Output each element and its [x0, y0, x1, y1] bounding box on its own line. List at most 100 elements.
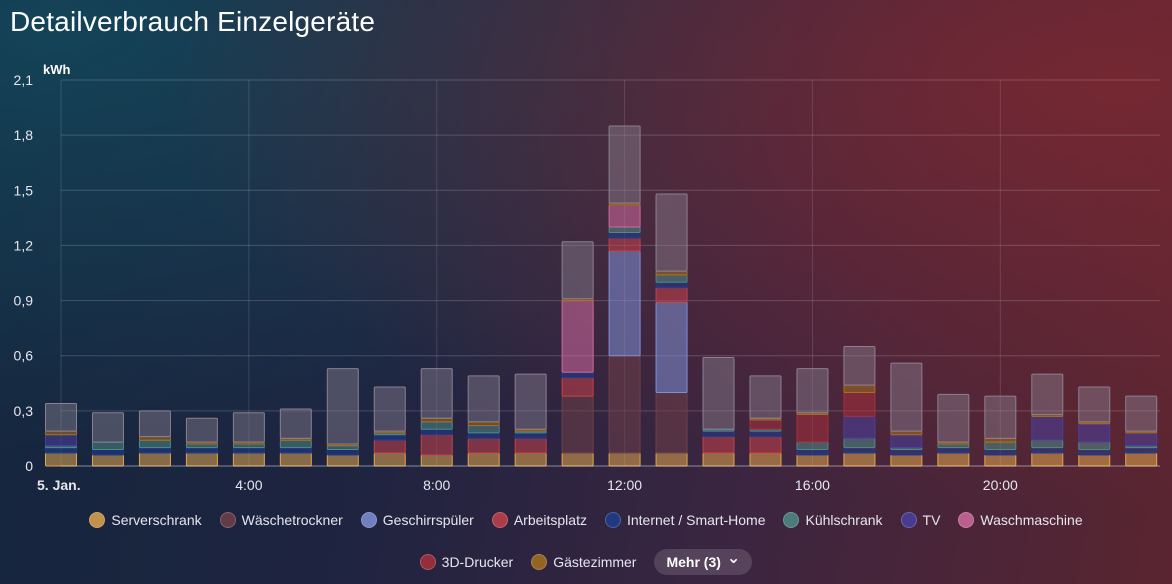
bar-segment: [796, 368, 829, 414]
bar-segment: [185, 417, 218, 443]
legend-swatch-icon: [89, 512, 106, 528]
bar-segment: [937, 452, 970, 467]
y-tick-label: 0,6: [14, 348, 34, 364]
legend-row-2: 3D-Drucker Gästezimmer Mehr (3) ⌄: [0, 549, 1172, 575]
legend-swatch-icon: [958, 512, 975, 528]
bar-segment: [185, 447, 218, 454]
bar-segment: [890, 448, 923, 456]
y-tick-label: 1,2: [14, 237, 34, 253]
legend-swatch-icon: [604, 512, 621, 528]
bar-segment: [91, 454, 124, 467]
legend-item[interactable]: Gästezimmer: [531, 554, 636, 570]
bar-segment: [514, 437, 547, 454]
more-legend-button[interactable]: Mehr (3) ⌄: [654, 549, 753, 575]
bar-segment: [937, 393, 970, 443]
bar-segment: [890, 454, 923, 467]
bar-segment: [655, 274, 688, 283]
bar-segment: [655, 391, 688, 454]
y-unit-label: kWh: [43, 62, 71, 77]
bar-segment: [749, 430, 782, 438]
bar-segment: [467, 425, 500, 434]
bar-segment: [420, 434, 453, 456]
bar-segment: [937, 447, 970, 454]
bar-segment: [796, 448, 829, 456]
bar-segment: [326, 454, 359, 467]
more-legend-label: Mehr (3): [666, 554, 721, 570]
legend-swatch-icon: [491, 512, 508, 528]
bar-segment: [702, 436, 735, 454]
legend-label: TV: [922, 512, 941, 528]
x-tick-label: 5. Jan.: [37, 477, 81, 493]
legend-item[interactable]: Internet / Smart-Home: [604, 512, 766, 528]
bar-segment: [326, 368, 359, 445]
legend-label: Gästezimmer: [553, 554, 637, 570]
bar-segment: [467, 375, 500, 423]
bar-segment: [655, 287, 688, 303]
bar-segment: [1031, 452, 1064, 467]
legend-item[interactable]: Wäschetrockner: [219, 512, 343, 528]
bar-segment: [655, 281, 688, 289]
bar-segment: [796, 414, 829, 443]
legend-item[interactable]: 3D-Drucker: [419, 554, 514, 570]
chevron-down-icon: ⌄: [726, 550, 741, 567]
bar-segment: [467, 452, 500, 467]
legend-item[interactable]: Geschirrspüler: [360, 512, 474, 528]
bar-segment: [514, 432, 547, 439]
bar-segment: [749, 436, 782, 454]
bar-segment: [561, 241, 594, 300]
bar-segment: [1125, 395, 1158, 432]
bar-segment: [1125, 432, 1158, 447]
legend-label: Internet / Smart-Home: [626, 512, 766, 528]
bar-segment: [843, 415, 876, 439]
y-tick-label: 0,9: [14, 293, 34, 309]
bar-segment: [185, 452, 218, 467]
bar-segment: [45, 447, 77, 454]
bar-segment: [373, 434, 406, 441]
bar-segment: [232, 452, 265, 467]
bar-segment: [890, 434, 923, 449]
bar-segment: [749, 419, 782, 430]
bar-segment: [138, 410, 171, 438]
bar-segment: [796, 454, 829, 467]
bar-segment: [608, 125, 641, 204]
legend-label: Kühlschrank: [805, 512, 883, 528]
bar-segment: [984, 454, 1017, 467]
bar-segment: [749, 452, 782, 467]
legend-item[interactable]: Kühlschrank: [783, 512, 883, 528]
legend-swatch-icon: [783, 512, 800, 528]
bar-segment: [91, 412, 124, 443]
bar-chart: 0 0,3 0,6 0,9 1,2 1,5 1,8 2,1 kWh 5. Jan. 4:00 8:00…: [13, 62, 1158, 493]
bar-segment: [1078, 448, 1111, 456]
bar-segment: [608, 250, 641, 357]
bar-segment: [608, 452, 641, 467]
bar-segment: [514, 373, 547, 430]
bar-segment: [232, 412, 265, 443]
legend-item[interactable]: Waschmaschine: [958, 512, 1083, 528]
legend-item[interactable]: Serverschrank: [89, 512, 202, 528]
bar-segment: [373, 386, 406, 432]
y-tick-label: 0,3: [14, 403, 34, 419]
bar-segment: [1031, 373, 1064, 416]
y-tick-label: 1,5: [14, 182, 34, 198]
bar-segment: [1078, 441, 1111, 450]
legend-label: 3D-Drucker: [441, 554, 514, 570]
bar-segment: [984, 441, 1017, 450]
legend-item[interactable]: Arbeitsplatz: [491, 512, 587, 528]
bar-segment: [91, 448, 124, 456]
bar-segment: [138, 439, 171, 449]
bar-segment: [561, 300, 594, 373]
legend-label: Arbeitsplatz: [513, 512, 587, 528]
bar-segment: [984, 395, 1017, 439]
bar-segment: [467, 421, 500, 427]
legend-label: Wäschetrockner: [241, 512, 343, 528]
bar-segment: [185, 443, 218, 449]
bar-segment: [45, 403, 77, 432]
bar-segment: [326, 448, 359, 456]
bar-segment: [843, 384, 876, 393]
bar-segment: [1031, 447, 1064, 454]
bar-segment: [373, 439, 406, 454]
bar-segment: [843, 437, 876, 449]
bar-segment: [279, 452, 312, 467]
legend-swatch-icon: [531, 554, 548, 570]
legend-item[interactable]: TV: [900, 512, 941, 528]
